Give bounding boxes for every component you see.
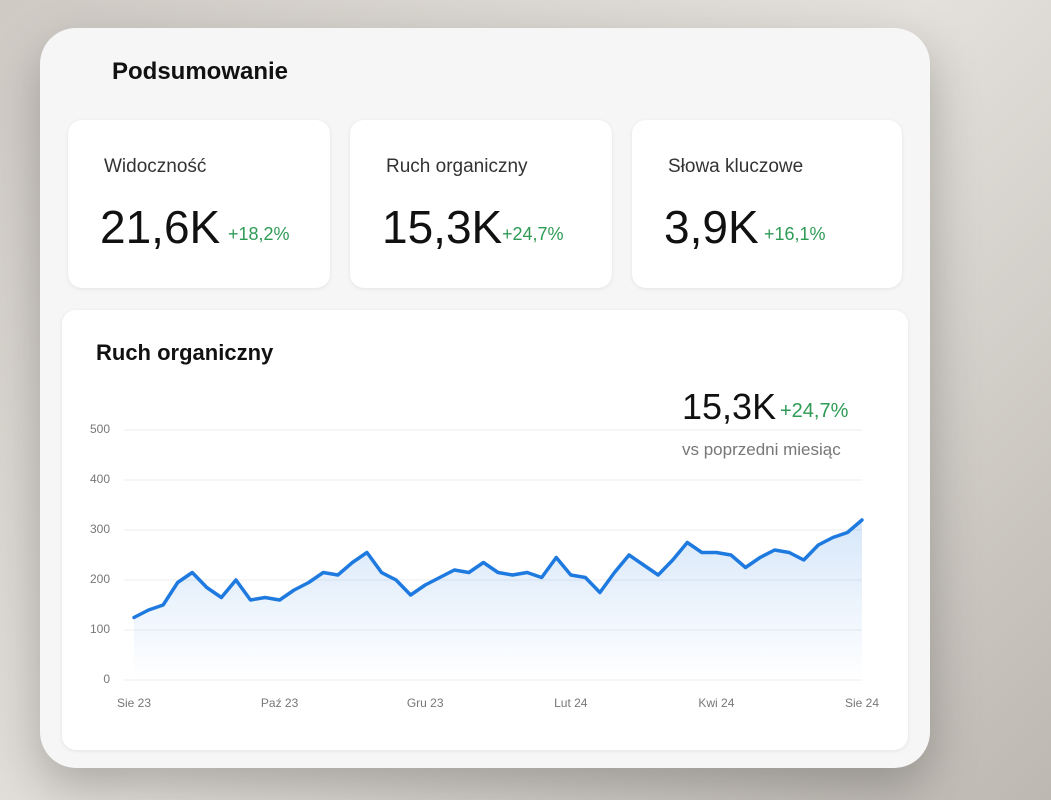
kpi-label: Ruch organiczny bbox=[386, 156, 528, 177]
kpi-card: Ruch organiczny 15,3K +24,7% bbox=[350, 120, 612, 288]
kpi-change: +18,2% bbox=[228, 224, 290, 244]
y-tick-label: 100 bbox=[90, 622, 110, 636]
kpi-change: +16,1% bbox=[764, 224, 826, 244]
x-tick-label: Paź 23 bbox=[261, 696, 299, 710]
x-tick-label: Sie 23 bbox=[117, 696, 151, 710]
x-tick-label: Sie 24 bbox=[845, 696, 879, 710]
y-tick-label: 200 bbox=[90, 572, 110, 586]
summary-value: 15,3K bbox=[682, 386, 777, 427]
kpi-value: 15,3K bbox=[382, 201, 503, 253]
kpi-value: 3,9K bbox=[664, 201, 759, 253]
area bbox=[134, 520, 862, 680]
summary-note: vs poprzedni miesiąc bbox=[682, 440, 841, 459]
kpi-change: +24,7% bbox=[502, 224, 564, 244]
line bbox=[132, 518, 864, 620]
kpi-card: Widoczność 21,6K +18,2% bbox=[68, 120, 330, 288]
x-tick-label: Gru 23 bbox=[407, 696, 444, 710]
chart-card: Ruch organiczny 15,3K +24,7% vs poprzedn… bbox=[62, 310, 908, 750]
x-tick-label: Kwi 24 bbox=[698, 696, 734, 710]
kpi-label: Widoczność bbox=[104, 156, 207, 177]
x-tick-label: Lut 24 bbox=[554, 696, 588, 710]
y-tick-label: 500 bbox=[90, 422, 110, 436]
panel-title: Podsumowanie bbox=[112, 58, 289, 85]
summary-change: +24,7% bbox=[780, 400, 849, 422]
y-tick-label: 0 bbox=[103, 672, 110, 686]
kpi-value: 21,6K bbox=[100, 201, 221, 253]
chart: 0 100 200 300 400 500 Sie 23 Paź 23 Gru 23 Lut 24… bbox=[90, 422, 879, 710]
kpi-label: Słowa kluczowe bbox=[668, 156, 804, 177]
kpi-card: Słowa kluczowe 3,9K +16,1% bbox=[632, 120, 902, 288]
chart-title: Ruch organiczny bbox=[96, 340, 274, 365]
summary-panel: Podsumowanie Widoczność 21,6K +18,2% Ruc… bbox=[40, 28, 930, 768]
y-tick-label: 400 bbox=[90, 472, 110, 486]
y-tick-label: 300 bbox=[90, 522, 110, 536]
